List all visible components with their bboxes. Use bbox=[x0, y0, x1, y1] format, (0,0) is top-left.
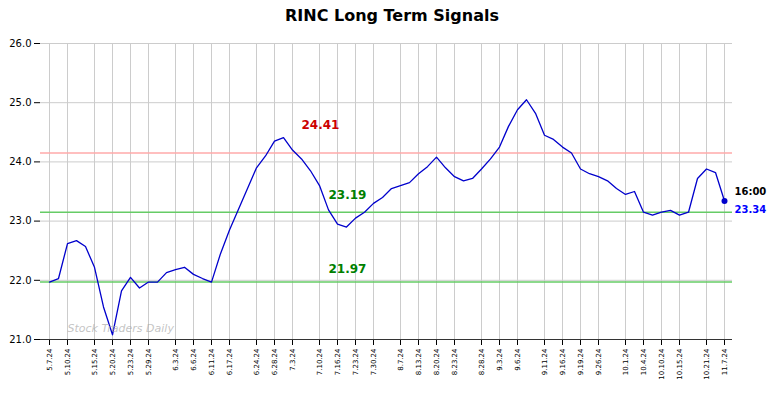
svg-text:9.19.24: 9.19.24 bbox=[577, 348, 585, 375]
svg-text:Stock Traders Daily: Stock Traders Daily bbox=[68, 322, 175, 335]
svg-text:9.3.24: 9.3.24 bbox=[496, 348, 504, 371]
svg-text:7.3.24: 7.3.24 bbox=[289, 348, 297, 371]
svg-text:5.29.24: 5.29.24 bbox=[145, 348, 153, 375]
svg-text:10.10.24: 10.10.24 bbox=[658, 348, 666, 380]
svg-text:7.10.24: 7.10.24 bbox=[316, 348, 324, 375]
svg-text:9.6.24: 9.6.24 bbox=[514, 348, 522, 371]
svg-text:7.23.24: 7.23.24 bbox=[352, 348, 360, 375]
svg-text:9.26.24: 9.26.24 bbox=[595, 348, 603, 375]
svg-text:21.0: 21.0 bbox=[9, 334, 31, 345]
svg-text:6.11.24: 6.11.24 bbox=[208, 348, 216, 375]
svg-text:5.7.24: 5.7.24 bbox=[46, 348, 54, 371]
svg-text:10.4.24: 10.4.24 bbox=[640, 348, 648, 375]
svg-text:21.97: 21.97 bbox=[329, 262, 367, 276]
svg-text:5.23.24: 5.23.24 bbox=[127, 348, 135, 375]
svg-text:6.24.24: 6.24.24 bbox=[253, 348, 261, 375]
svg-text:8.7.24: 8.7.24 bbox=[397, 348, 405, 371]
svg-text:26.0: 26.0 bbox=[9, 38, 31, 49]
svg-text:8.13.24: 8.13.24 bbox=[415, 348, 423, 375]
svg-text:11.7.24: 11.7.24 bbox=[721, 348, 729, 375]
svg-text:23.0: 23.0 bbox=[9, 215, 31, 226]
svg-text:24.0: 24.0 bbox=[9, 156, 31, 167]
svg-text:9.11.24: 9.11.24 bbox=[541, 348, 549, 375]
svg-text:23.19: 23.19 bbox=[329, 188, 367, 202]
svg-text:16:00: 16:00 bbox=[735, 186, 767, 197]
svg-text:6.6.24: 6.6.24 bbox=[190, 348, 198, 371]
svg-text:10.1.24: 10.1.24 bbox=[622, 348, 630, 375]
svg-text:8.20.24: 8.20.24 bbox=[433, 348, 441, 375]
svg-text:8.28.24: 8.28.24 bbox=[478, 348, 486, 375]
svg-text:5.10.24: 5.10.24 bbox=[64, 348, 72, 375]
svg-text:25.0: 25.0 bbox=[9, 97, 31, 108]
svg-text:7.16.24: 7.16.24 bbox=[334, 348, 342, 375]
svg-text:6.3.24: 6.3.24 bbox=[172, 348, 180, 371]
svg-text:5.15.24: 5.15.24 bbox=[91, 348, 99, 375]
svg-text:10.15.24: 10.15.24 bbox=[676, 348, 684, 380]
svg-text:23.34: 23.34 bbox=[735, 204, 767, 215]
svg-text:6.17.24: 6.17.24 bbox=[226, 348, 234, 375]
svg-text:22.0: 22.0 bbox=[9, 275, 31, 286]
svg-text:6.28.24: 6.28.24 bbox=[271, 348, 279, 375]
svg-text:8.23.24: 8.23.24 bbox=[451, 348, 459, 375]
svg-text:7.30.24: 7.30.24 bbox=[370, 348, 378, 375]
html-text:RINC Long Term Signals: RINC Long Term Signals bbox=[285, 6, 499, 25]
svg-text:10.21.24: 10.21.24 bbox=[703, 348, 711, 380]
svg-text:5.20.24: 5.20.24 bbox=[109, 348, 117, 375]
svg-text:24.41: 24.41 bbox=[302, 118, 340, 132]
svg-text:9.16.24: 9.16.24 bbox=[559, 348, 567, 375]
